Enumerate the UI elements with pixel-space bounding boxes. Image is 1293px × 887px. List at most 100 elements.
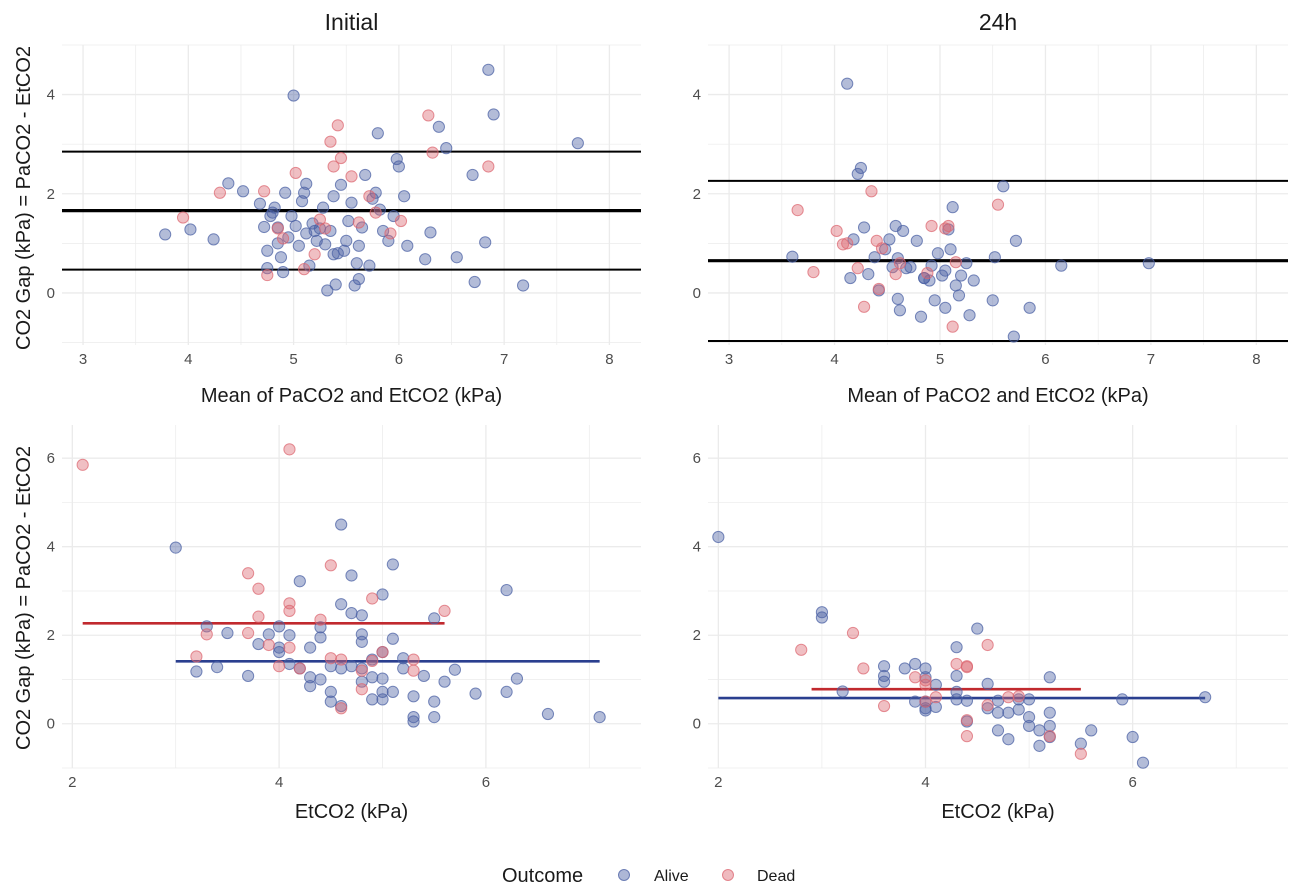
data-point — [1023, 301, 1036, 314]
data-point — [184, 223, 197, 236]
data-point — [1002, 706, 1015, 719]
x-tick-label: 4 — [921, 774, 929, 791]
data-point — [366, 693, 379, 706]
data-point — [986, 294, 999, 307]
data-point — [786, 250, 799, 263]
data-point — [314, 631, 327, 644]
data-point — [919, 674, 932, 687]
data-point — [500, 685, 513, 698]
y-tick-label: 6 — [693, 450, 701, 467]
data-point — [1022, 693, 1036, 706]
data-point — [815, 611, 829, 624]
data-point — [324, 135, 337, 148]
data-point — [422, 109, 435, 122]
data-point — [846, 626, 860, 640]
grid — [62, 44, 641, 345]
data-point — [981, 677, 994, 691]
data-point — [841, 77, 854, 90]
data-point — [289, 219, 302, 233]
x-axis-label: Mean of PaCO2 and EtCO2 (kPa) — [847, 385, 1148, 407]
data-point — [925, 259, 938, 272]
panel-24h-etco2: 2 4 6 0 2 4 6 EtCO2 (kPa) — [693, 425, 1288, 823]
data-point — [293, 662, 306, 675]
data-point — [929, 691, 942, 704]
data-point — [369, 206, 382, 219]
data-point — [952, 289, 966, 302]
x-tick-label: 8 — [605, 351, 613, 368]
data-point — [468, 275, 481, 289]
data-point — [324, 652, 337, 665]
data-point — [479, 236, 492, 249]
data-point — [210, 660, 224, 674]
data-point — [997, 180, 1010, 193]
data-point — [340, 234, 353, 247]
data-point — [847, 233, 860, 246]
grid — [62, 425, 641, 769]
data-point — [304, 641, 317, 654]
data-point — [1055, 259, 1068, 272]
data-point — [862, 267, 875, 281]
data-point — [1022, 711, 1036, 724]
data-point — [276, 232, 290, 245]
data-point — [382, 234, 395, 247]
data-point — [891, 292, 904, 305]
data-point — [276, 266, 290, 279]
data-point — [991, 694, 1005, 707]
data-point — [426, 146, 439, 159]
data-point — [283, 443, 296, 456]
data-point — [1043, 719, 1056, 733]
data-point — [1009, 234, 1023, 247]
data-point — [324, 559, 337, 572]
data-point — [190, 650, 203, 663]
data-point — [469, 687, 482, 700]
data-point — [314, 613, 327, 626]
data-point — [807, 266, 820, 279]
legend-title: Outcome — [502, 865, 583, 887]
data-point — [283, 604, 296, 617]
data-point — [376, 588, 389, 601]
data-point — [950, 685, 963, 698]
data-point — [283, 629, 296, 642]
data-point — [428, 711, 441, 724]
y-tick-label: 2 — [693, 186, 701, 203]
data-point — [253, 197, 267, 210]
data-point — [960, 730, 974, 743]
data-point — [889, 267, 902, 281]
legend-label-alive: Alive — [654, 868, 689, 885]
data-point — [949, 256, 962, 269]
data-point — [857, 662, 870, 675]
data-point — [407, 715, 420, 728]
x-tick-label: 7 — [500, 351, 508, 368]
data-point — [335, 518, 348, 531]
data-point — [207, 233, 220, 246]
data-point — [954, 269, 968, 282]
data-point — [487, 108, 500, 121]
data-point — [327, 160, 340, 173]
data-point — [355, 683, 368, 696]
x-tick-label: 2 — [68, 774, 76, 791]
data-point — [324, 695, 337, 708]
data-point — [1022, 719, 1036, 733]
data-point — [407, 664, 420, 677]
data-point — [1043, 706, 1056, 719]
data-point — [397, 662, 410, 675]
data-point — [300, 227, 313, 240]
chart-panels: 3 4 5 6 7 8 0 2 4 Mean of PaCO2 and EtCO2 (kPa) In… — [47, 9, 1288, 823]
data-point — [510, 672, 524, 685]
data-point — [971, 622, 984, 635]
data-point — [1142, 257, 1155, 270]
data-point — [886, 261, 899, 274]
data-point — [327, 190, 340, 203]
y-axis-label-top: CO2 Gap (kPa) = PaCO2 - EtCO2 — [13, 46, 35, 350]
data-point — [335, 598, 348, 611]
data-point — [292, 239, 305, 252]
data-point — [352, 239, 365, 252]
data-point — [417, 669, 430, 683]
data-point — [830, 224, 843, 238]
y-tick-label: 0 — [693, 285, 701, 302]
x-axis-label: EtCO2 (kPa) — [941, 801, 1054, 823]
data-point — [273, 660, 286, 673]
data-point — [844, 271, 857, 285]
data-point — [893, 304, 907, 317]
data-point — [369, 186, 382, 199]
